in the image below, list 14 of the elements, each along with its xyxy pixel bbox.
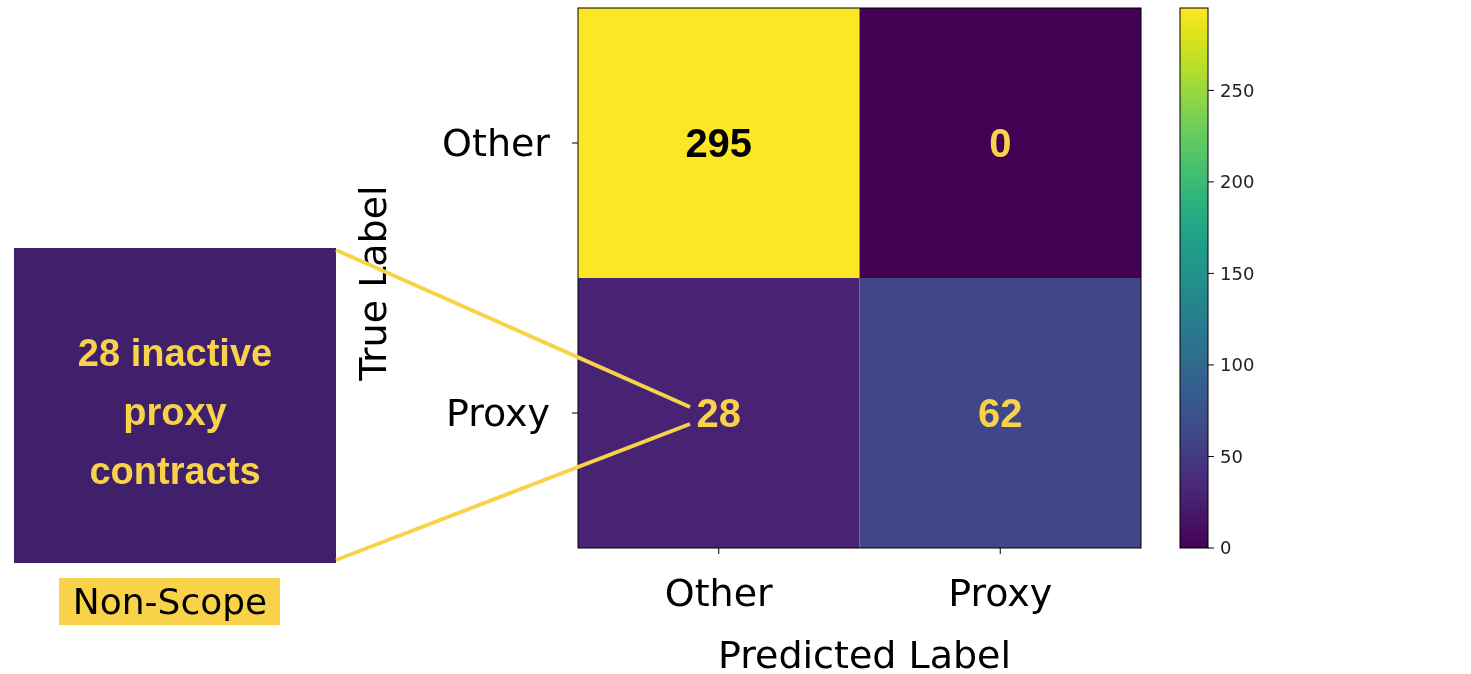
data-label: 295 [685,121,753,165]
y-axis-title: True Label [351,185,395,382]
data-label: 0 [989,121,1012,165]
color-bar-label: 0 [1220,537,1232,559]
x-axis-title: Predicted Label [718,633,1011,674]
data-label: 62 [978,391,1023,435]
data-label: 28 [696,391,741,435]
color-bar-label: 100 [1220,354,1255,376]
color-bar-label: 50 [1220,445,1243,467]
color-bar-label: 200 [1220,171,1255,193]
text: Non-Scope [72,580,268,622]
text: 28 inactive proxy contracts [77,332,273,493]
color-bar-label: 250 [1220,79,1255,101]
color-bar-label: 150 [1220,262,1255,284]
